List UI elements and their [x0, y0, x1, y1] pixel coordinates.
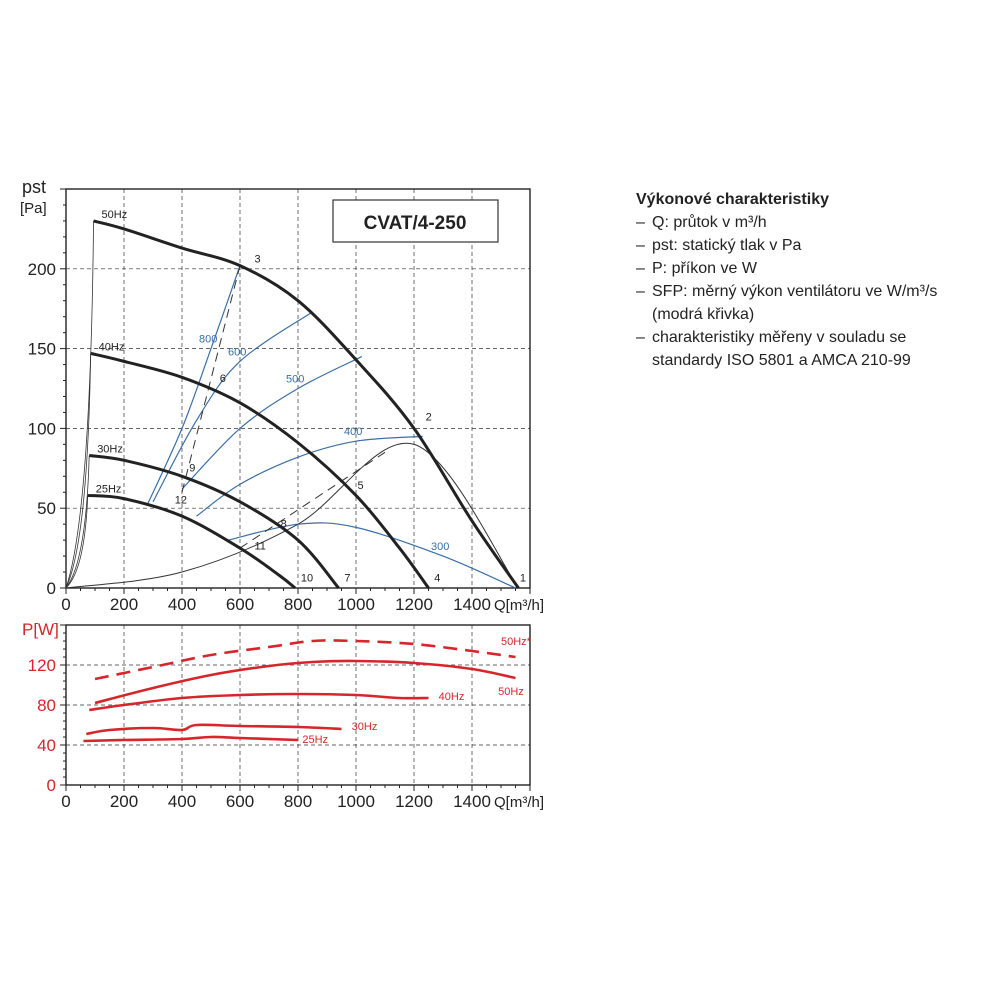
x-tick-label: 600	[226, 595, 254, 614]
x-tick-label: 1000	[337, 595, 375, 614]
point-label: 2	[426, 411, 432, 423]
y-tick-label: 120	[28, 656, 56, 675]
legend-panel: Výkonové charakteristiky – Q: průtok v m³…	[636, 188, 991, 372]
power-curve	[89, 692, 429, 712]
series-label: 40Hz	[439, 691, 465, 703]
fan-curve	[87, 493, 297, 590]
x-tick-label: 600	[226, 792, 254, 811]
system-curve	[181, 265, 241, 493]
sfp-label: 500	[286, 374, 304, 386]
power-curve	[94, 639, 516, 681]
point-label: 9	[189, 462, 195, 474]
series-label: 30Hz	[97, 444, 123, 456]
sfp-curve	[228, 522, 516, 589]
point-label: 6	[220, 373, 226, 385]
power-curve	[86, 723, 342, 736]
x-axis-label: Q[m³/h]	[494, 597, 544, 614]
point-label: 5	[357, 480, 363, 492]
legend-item: (modrá křivka)	[652, 306, 755, 323]
point-label: 10	[301, 573, 313, 585]
stall-line	[65, 220, 94, 589]
y-axis-unit: [Pa]	[20, 200, 47, 217]
x-tick-label: 1200	[395, 595, 433, 614]
x-tick-label: 800	[284, 792, 312, 811]
stall-line	[65, 495, 89, 589]
pressure-chart: 0 200 400 600 800 1000 1200 1400050100150200Q[m…	[20, 177, 544, 614]
fan-curve	[93, 219, 520, 589]
sfp-label: 800	[199, 334, 217, 346]
fan-curve	[90, 351, 430, 589]
series-label: 50Hz	[102, 209, 128, 221]
sfp-curve	[196, 435, 423, 517]
y-tick-label: 0	[47, 776, 56, 795]
stall-line	[65, 353, 92, 589]
legend-item: – Q: průtok v m³/h	[636, 214, 767, 231]
x-tick-label: 1400	[453, 792, 491, 811]
y-tick-label: 100	[28, 419, 56, 438]
chart-title: CVAT/4-250	[364, 213, 467, 234]
point-label: 7	[344, 573, 350, 585]
series-label: 40Hz	[99, 341, 125, 353]
y-tick-label: 50	[37, 499, 56, 518]
power-curve	[83, 735, 299, 743]
sfp-curve	[146, 265, 241, 506]
point-label: 3	[255, 253, 261, 265]
x-tick-label: 400	[168, 595, 196, 614]
legend-item: – SFP: měrný výkon ventilátoru ve W/m³/s	[636, 283, 938, 300]
x-axis-label: Q[m³/h]	[494, 794, 544, 811]
plot-frame	[65, 624, 531, 786]
stall-line	[65, 455, 90, 589]
fan-curve	[88, 454, 340, 589]
x-tick-label: 400	[168, 792, 196, 811]
point-label: 12	[175, 494, 187, 506]
point-label: 8	[281, 518, 287, 530]
point-label: 1	[520, 573, 526, 585]
x-tick-label: 800	[284, 595, 312, 614]
sfp-label: 300	[431, 541, 449, 553]
x-tick-label: 0	[61, 595, 70, 614]
sfp-curve	[152, 311, 313, 503]
x-tick-label: 1000	[337, 792, 375, 811]
y-axis-label: P[W]	[22, 620, 59, 639]
legend-title: Výkonové charakteristiky	[636, 191, 829, 208]
title-box	[332, 199, 499, 243]
point-label: 4	[434, 573, 440, 585]
sfp-label: 400	[344, 426, 362, 438]
sfp-label: 600	[228, 346, 246, 358]
y-tick-label: 0	[47, 579, 56, 598]
series-label: 30Hz	[352, 721, 378, 733]
system-curve	[65, 442, 519, 589]
series-label: 25Hz	[96, 483, 122, 495]
y-tick-label: 80	[37, 696, 56, 715]
series-label: 50Hz*	[501, 636, 532, 648]
y-axis-label: pst	[22, 177, 46, 197]
x-tick-label: 1200	[395, 792, 433, 811]
x-tick-label: 1400	[453, 595, 491, 614]
legend-item: – P: příkon ve W	[636, 260, 757, 277]
legend-item: – pst: statický tlak v Pa	[636, 237, 802, 254]
legend-item: – charakteristiky měřeny v souladu se	[636, 329, 907, 346]
x-tick-label: 200	[110, 595, 138, 614]
y-tick-label: 40	[37, 736, 56, 755]
y-tick-label: 200	[28, 260, 56, 279]
x-tick-label: 0	[61, 792, 70, 811]
x-tick-label: 200	[110, 792, 138, 811]
power-curve	[94, 659, 516, 705]
plot-frame	[65, 188, 531, 589]
point-label: 11	[255, 541, 266, 553]
power-chart: 0 200 400 600 800 1000 1200 1400 0 40 80 120 Q[m³/h]…	[22, 620, 544, 811]
y-tick-label: 150	[28, 340, 56, 359]
legend-item: standardy ISO 5801 a AMCA 210-99	[652, 352, 911, 369]
series-label: 25Hz	[302, 734, 328, 746]
series-label: 50Hz	[498, 686, 524, 698]
sfp-curve	[181, 356, 363, 490]
